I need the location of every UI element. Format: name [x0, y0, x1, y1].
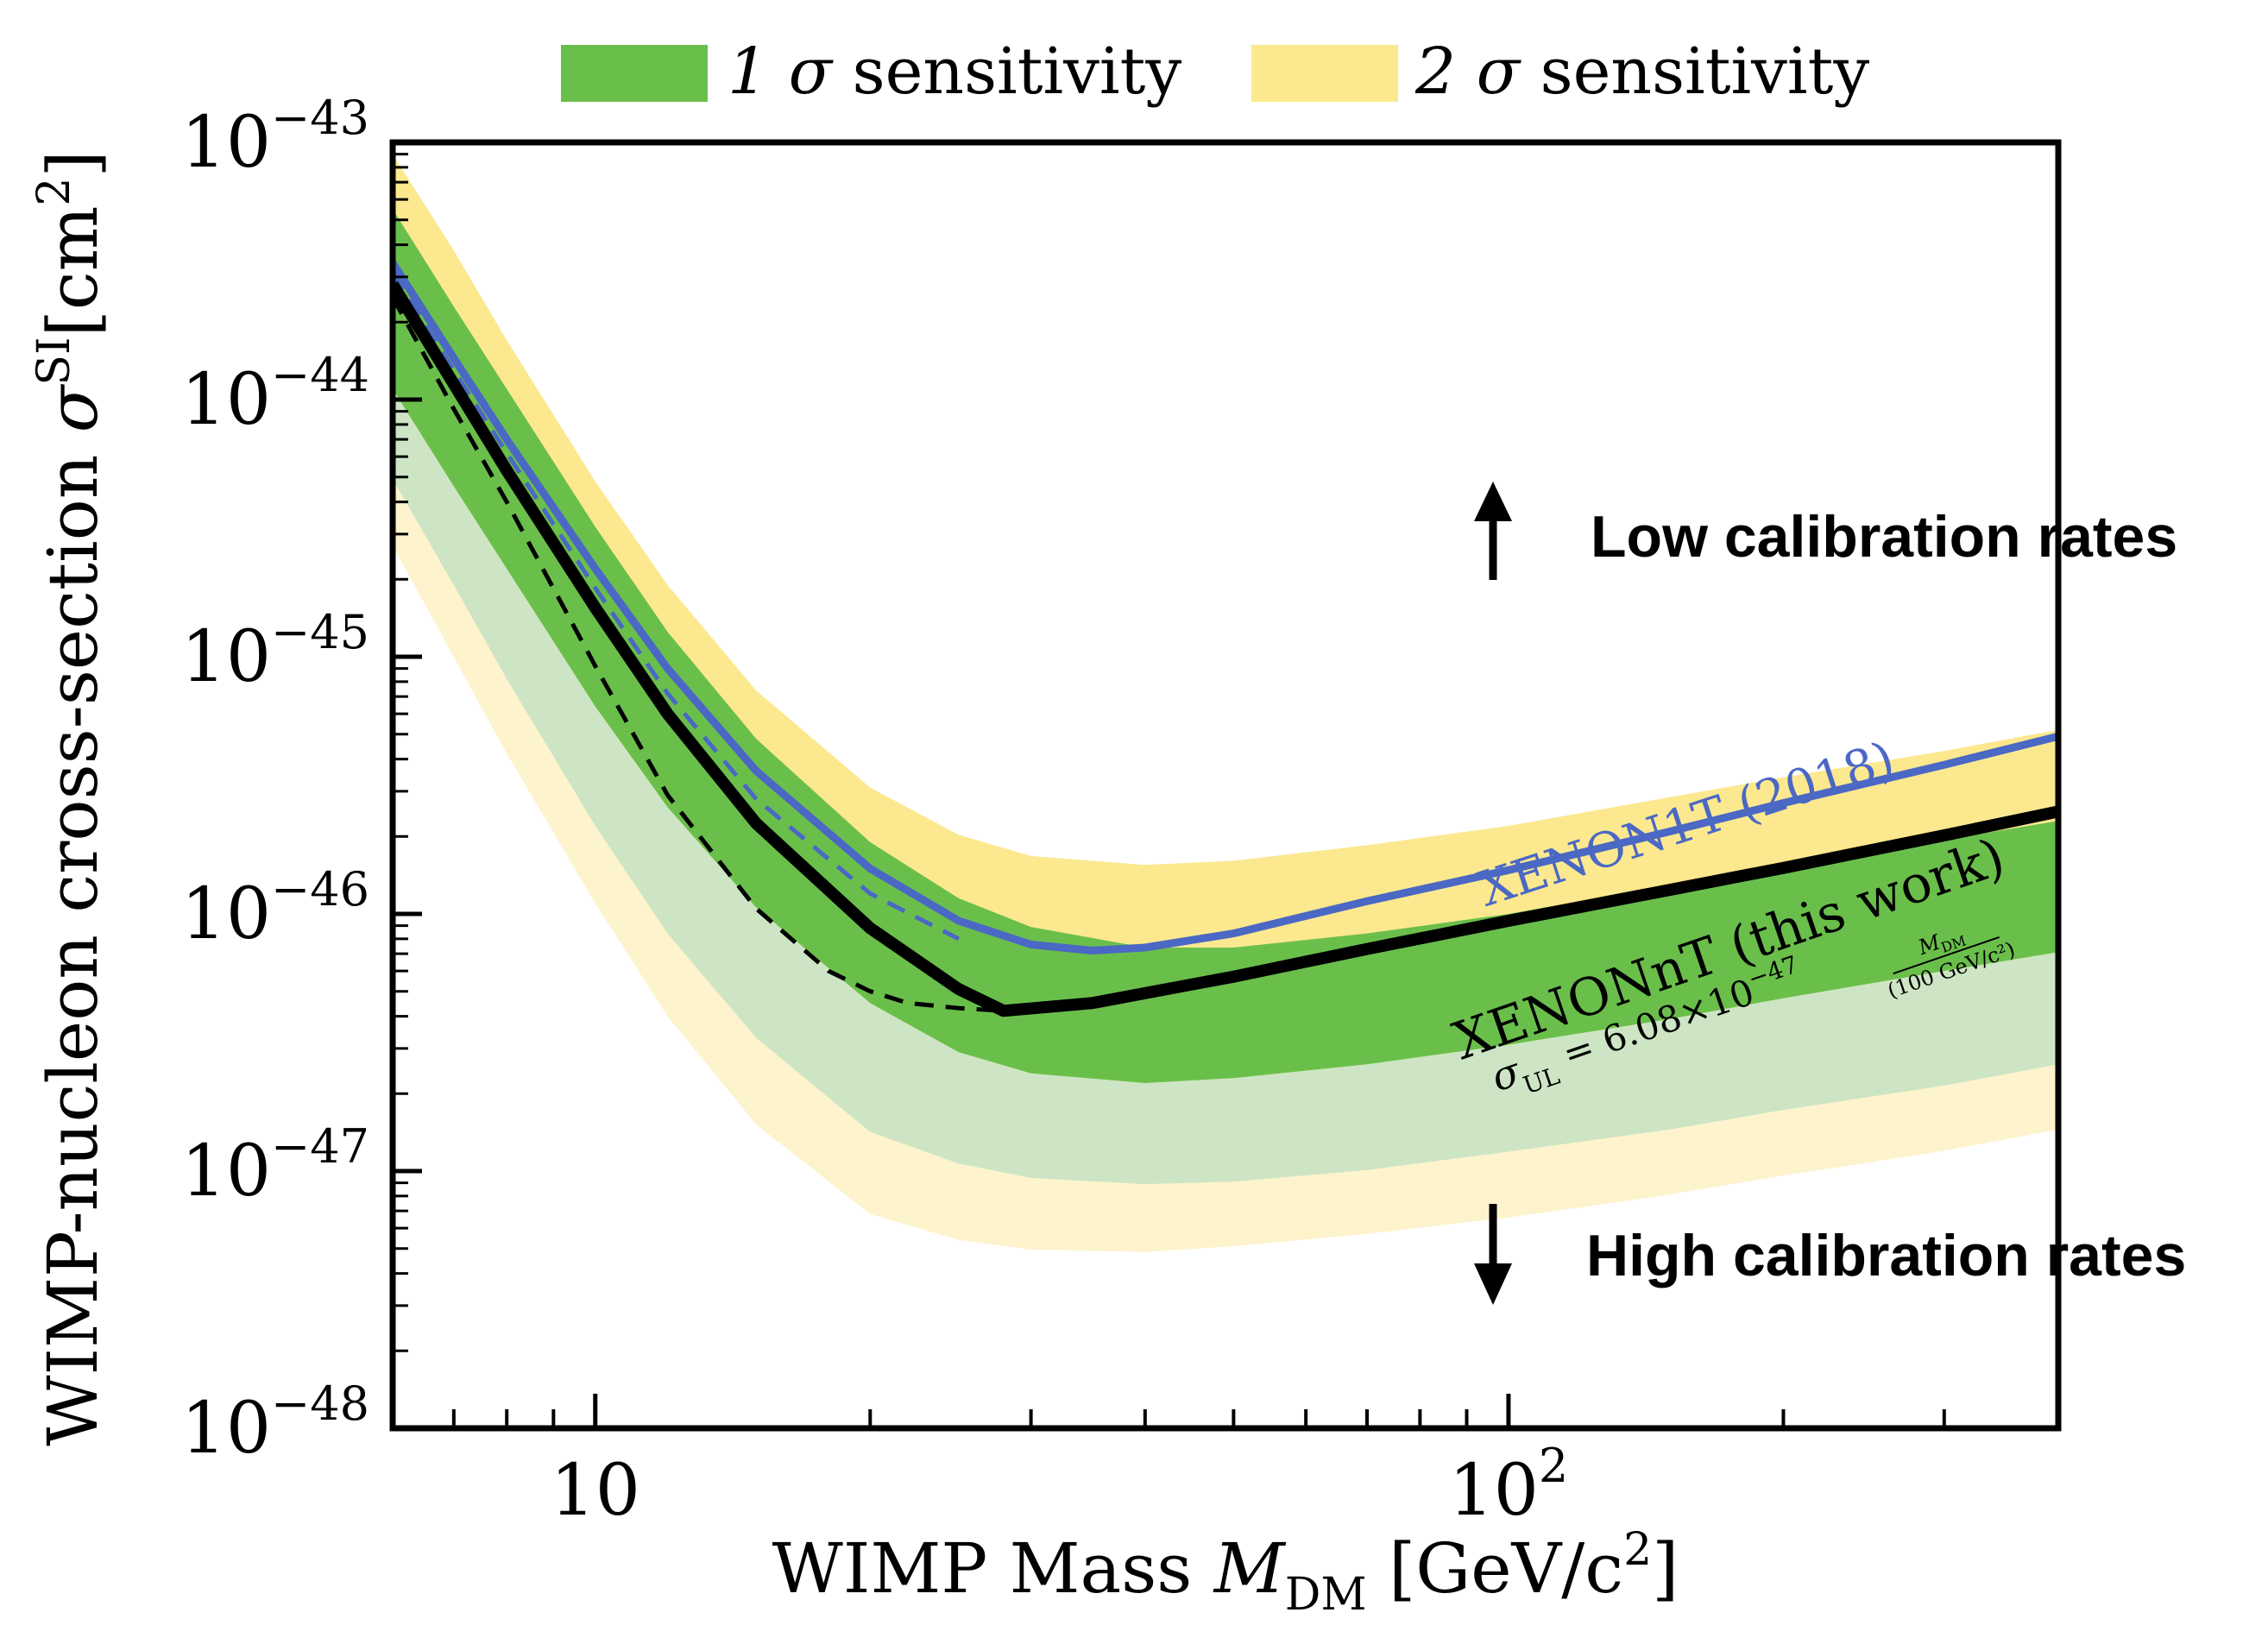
low-calibration-label: Low calibration rates [1591, 504, 2177, 570]
legend-label-1sigma: 1 σ sensitivity [728, 35, 1181, 109]
up-arrow-icon [1474, 482, 1512, 580]
y-tick-label: 10−45 [181, 605, 369, 698]
y-tick-label: 10−47 [181, 1119, 369, 1213]
series-line-1 [393, 272, 960, 942]
y-axis-label: WIMP-nucleon cross-section σSI[cm2] [28, 150, 113, 1446]
legend-swatch-2sigma [1251, 45, 1398, 102]
y-tick-label: 10−44 [181, 348, 369, 441]
axis-ticks: 10−43 10−44 10−45 10−46 10−47 10−48 10 102 [181, 91, 1946, 1532]
legend: 1 σ sensitivity 2 σ sensitivity [561, 35, 1869, 109]
x-axis-label: WIMP Mass MDM [GeV/c2] [772, 1524, 1679, 1621]
high-calibration-label: High calibration rates [1586, 1223, 2186, 1288]
series-line-3 [393, 296, 1005, 1013]
legend-swatch-1sigma [561, 45, 708, 102]
series-layer [393, 261, 2058, 1017]
band-1sigma-lower [393, 388, 2058, 1185]
down-arrow-icon [1474, 1204, 1512, 1305]
x-tick-label: 10 [551, 1450, 640, 1532]
series-line-2 [393, 281, 2058, 1017]
x-tick-label: 102 [1449, 1439, 1569, 1532]
y-tick-label: 10−43 [181, 91, 369, 184]
plot-area [393, 154, 2058, 1252]
y-tick-label: 10−48 [181, 1376, 369, 1470]
y-tick-label: 10−46 [181, 862, 369, 955]
legend-label-2sigma: 2 σ sensitivity [1414, 35, 1869, 109]
series-line-0 [393, 261, 2058, 954]
plot-frame [389, 139, 2062, 1432]
